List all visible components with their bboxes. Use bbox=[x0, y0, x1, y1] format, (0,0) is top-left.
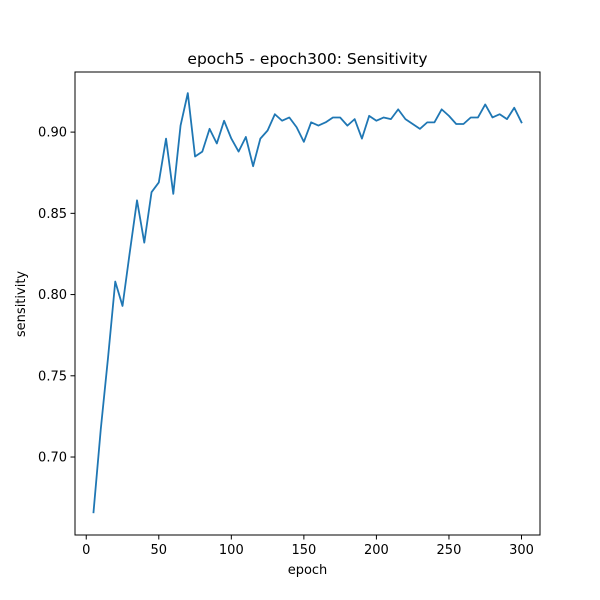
y-tick-label: 0.75 bbox=[38, 369, 67, 384]
x-tick-label: 150 bbox=[291, 543, 316, 558]
plot-area: 0 50 100 150 200 250 300 0.70 0.75 0.80 0.85 0.90 bbox=[38, 71, 541, 558]
plot-frame bbox=[74, 71, 541, 536]
x-tick-label: 300 bbox=[509, 543, 534, 558]
y-axis-label: sensitivity bbox=[14, 271, 29, 338]
x-tick-label: 50 bbox=[151, 543, 168, 558]
x-axis-label: epoch bbox=[288, 563, 328, 578]
x-tick-label: 0 bbox=[82, 543, 90, 558]
x-tick-label: 250 bbox=[437, 543, 462, 558]
y-tick-label: 0.70 bbox=[38, 451, 67, 466]
y-tick-label: 0.90 bbox=[38, 126, 67, 141]
sensitivity-series-line bbox=[92, 92, 523, 514]
y-tick-label: 0.85 bbox=[38, 207, 67, 222]
y-tick-label: 0.80 bbox=[38, 288, 67, 303]
x-tick-label: 100 bbox=[219, 543, 244, 558]
x-tick-label: 200 bbox=[364, 543, 389, 558]
chart-title: epoch5 - epoch300: Sensitivity bbox=[187, 50, 427, 68]
